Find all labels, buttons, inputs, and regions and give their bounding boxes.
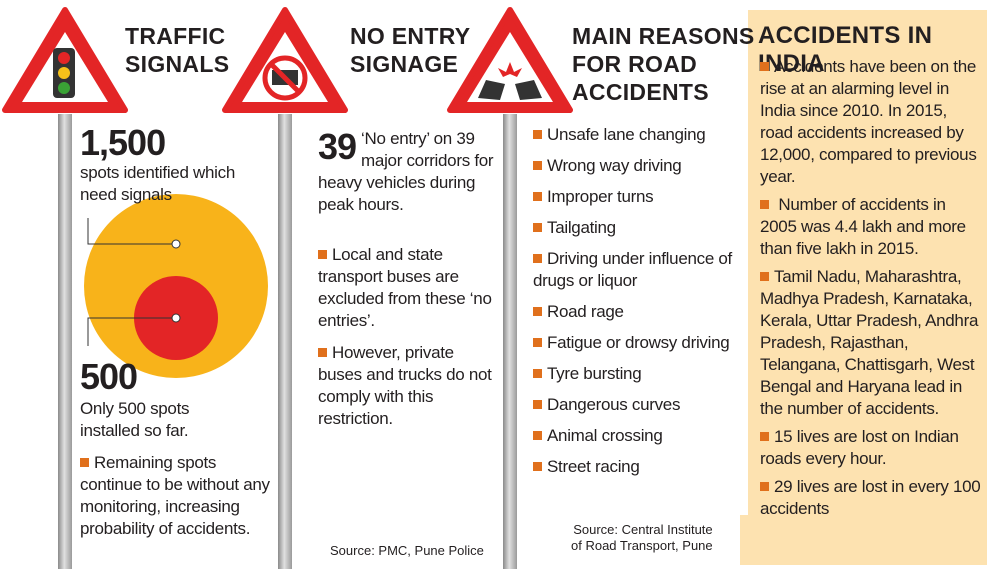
bullet-square xyxy=(760,62,769,71)
bullet-square xyxy=(80,458,89,467)
bullet: Accidents have been on the rise at an al… xyxy=(760,56,982,188)
bullet-square xyxy=(760,432,769,441)
pole xyxy=(278,114,292,569)
bullet: However, private buses and trucks do not… xyxy=(318,342,498,430)
bullet-text: Tailgating xyxy=(547,218,616,237)
bullet: Dangerous curves xyxy=(533,394,743,416)
bullet-square xyxy=(318,348,327,357)
bullet: Tyre bursting xyxy=(533,363,743,385)
bullet: Improper turns xyxy=(533,186,743,208)
bullets: Remaining spots continue to be without a… xyxy=(80,452,270,547)
sign-traffic xyxy=(2,7,128,113)
stat-text: Only 500 spots installed so far. xyxy=(80,399,190,440)
bullet-text: Number of accidents in 2005 was 4.4 lakh… xyxy=(760,195,966,258)
bullet: 15 lives are lost on Indian roads every … xyxy=(760,426,982,470)
stat: 39 ‘No entry’ on 39 major corridors for h… xyxy=(318,128,498,216)
stat-number: 500 xyxy=(80,356,138,397)
bullet-text: Unsafe lane changing xyxy=(547,125,706,144)
heading: NO ENTRY SIGNAGE xyxy=(350,22,470,78)
bullet-text: Improper turns xyxy=(547,187,654,206)
bullet-text: Wrong way driving xyxy=(547,156,682,175)
bullet: Street racing xyxy=(533,456,743,478)
pole xyxy=(503,114,517,569)
bullet-text: Accidents have been on the rise at an al… xyxy=(760,57,977,186)
heading-line: TRAFFIC xyxy=(125,23,226,49)
bullet-square xyxy=(533,431,542,440)
stat-number: 39 xyxy=(318,126,357,167)
bullet: Local and state transport buses are excl… xyxy=(318,244,498,332)
bullet: Animal crossing xyxy=(533,425,743,447)
bullet-square xyxy=(533,161,542,170)
bullets: Local and state transport buses are excl… xyxy=(318,244,498,440)
bullet-square xyxy=(760,272,769,281)
circles xyxy=(84,194,268,378)
bullet-square xyxy=(318,250,327,259)
bullet-text: Road rage xyxy=(547,302,624,321)
bullet: Unsafe lane changing xyxy=(533,124,743,146)
bullet-text: Dangerous curves xyxy=(547,395,681,414)
source: Source: PMC, Pune Police xyxy=(330,543,484,558)
bullet-square xyxy=(760,482,769,491)
stat-number: 1,500 xyxy=(80,122,166,163)
bullet: 29 lives are lost in every 100 accidents xyxy=(760,476,982,520)
stat-text: ‘No entry’ on 39 major corridors for hea… xyxy=(318,129,494,214)
bullet-square xyxy=(533,369,542,378)
bullets: Accidents have been on the rise at an al… xyxy=(760,56,982,526)
bullet-square xyxy=(533,192,542,201)
bullet: Tamil Nadu, Maharashtra, Madhya Pradesh,… xyxy=(760,266,982,420)
heading-line: SIGNAGE xyxy=(350,51,459,77)
bullet-text: Driving under influence of drugs or liqu… xyxy=(533,249,732,290)
bullet-text: Animal crossing xyxy=(547,426,663,445)
bullet-text: Remaining spots continue to be without a… xyxy=(80,453,270,538)
bullet-text: 29 lives are lost in every 100 accidents xyxy=(760,477,981,518)
bullet: Tailgating xyxy=(533,217,743,239)
bullet-text: Street racing xyxy=(547,457,640,476)
source: Source: Central Institute of Road Transpo… xyxy=(571,522,713,554)
sign-no-entry xyxy=(222,7,348,113)
stat-text: spots identified which need signals xyxy=(80,163,235,204)
bullet: Fatigue or drowsy driving xyxy=(533,332,743,354)
source-line: Source: Central Institute xyxy=(573,522,713,537)
bullet-square xyxy=(533,462,542,471)
reasons: Unsafe lane changing Wrong way driving Imp… xyxy=(533,124,743,487)
heading: MAIN REASONS FOR ROAD ACCIDENTS xyxy=(572,22,755,106)
heading-line: ACCIDENTS xyxy=(572,79,709,105)
source-line: of Road Transport, Pune xyxy=(571,538,713,553)
sign-accident xyxy=(447,7,573,113)
bullet-text: Fatigue or drowsy driving xyxy=(547,333,730,352)
bullet-text: Tyre bursting xyxy=(547,364,642,383)
bullet-text: However, private buses and trucks do not… xyxy=(318,343,492,428)
bullet-square xyxy=(533,254,542,263)
bullet-square xyxy=(533,130,542,139)
yellow-panel xyxy=(748,10,987,515)
yellow-panel-foot xyxy=(740,515,987,565)
heading: ACCIDENTS IN INDIA xyxy=(758,22,933,77)
heading-line: MAIN REASONS xyxy=(572,23,755,49)
bullet: Number of accidents in 2005 was 4.4 lakh… xyxy=(760,194,982,260)
bullet-text: Tamil Nadu, Maharashtra, Madhya Pradesh,… xyxy=(760,267,979,418)
bullet-square xyxy=(533,307,542,316)
bullet-text: Local and state transport buses are excl… xyxy=(318,245,492,330)
bullet: Remaining spots continue to be without a… xyxy=(80,452,270,540)
heading: TRAFFIC SIGNALS xyxy=(125,22,229,78)
heading-line: NO ENTRY xyxy=(350,23,471,49)
heading-line: SIGNALS xyxy=(125,51,230,77)
bullet-square xyxy=(533,223,542,232)
bullet-square xyxy=(533,400,542,409)
bullet-text: 15 lives are lost on Indian roads every … xyxy=(760,427,959,468)
heading-line: FOR ROAD xyxy=(572,51,698,77)
bullet-square xyxy=(533,338,542,347)
pole xyxy=(58,114,72,569)
bullet: Wrong way driving xyxy=(533,155,743,177)
bullet-square xyxy=(760,200,769,209)
bullet: Driving under influence of drugs or liqu… xyxy=(533,248,743,292)
bullet: Road rage xyxy=(533,301,743,323)
